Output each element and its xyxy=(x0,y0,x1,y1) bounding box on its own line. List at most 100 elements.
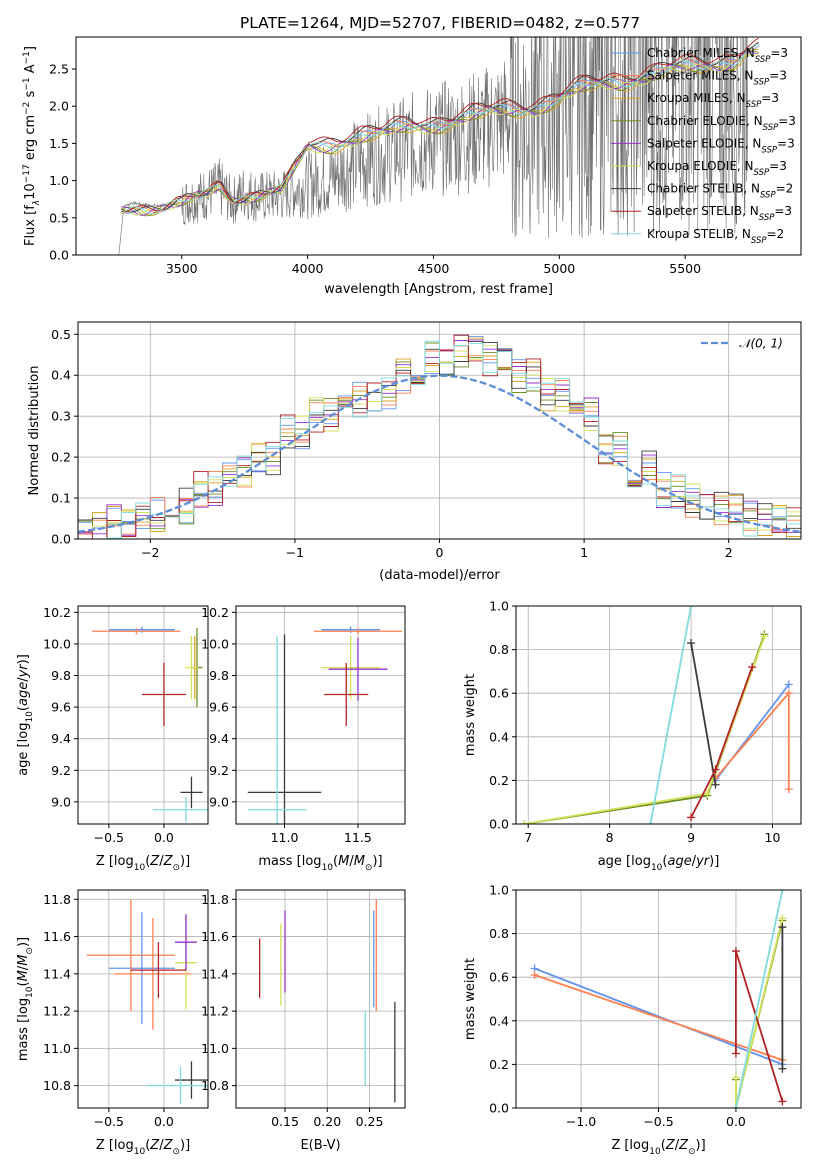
weight-line-8 xyxy=(649,606,692,824)
y-axis-title: mass [log10(M/M⊙)] xyxy=(16,937,35,1061)
weight-line-1 xyxy=(534,974,783,1061)
x-axis-title: mass [log10(M/M⊙)] xyxy=(258,854,382,873)
y-tick-label: 0.8 xyxy=(489,926,509,941)
x-tick-label: 8 xyxy=(606,830,614,845)
weight-marker xyxy=(760,632,769,641)
x-tick-label: 4500 xyxy=(418,261,450,276)
plot-area-mass_vs_ebv xyxy=(259,899,396,1103)
y-tick-label: 0.0 xyxy=(51,532,71,547)
legend-label-3: Chabrier ELODIE, NSSP=3 xyxy=(647,114,796,133)
weight-marker xyxy=(784,689,793,698)
y-tick-label: 10.0 xyxy=(201,636,229,651)
y-tick-label: 2.0 xyxy=(49,99,69,114)
y-tick-label: 0.2 xyxy=(51,450,71,465)
axes-frame xyxy=(77,605,209,825)
weight-marker xyxy=(778,914,787,923)
y-tick-label: 0.6 xyxy=(489,970,509,985)
x-tick-label: −2 xyxy=(141,545,159,560)
x-axis-title: E(B-V) xyxy=(300,1138,340,1153)
axes-frame xyxy=(77,321,802,540)
weight-marker xyxy=(703,789,712,798)
weight-marker xyxy=(687,639,696,648)
y-tick-label: 1.0 xyxy=(489,599,509,614)
plot-area-mass_vs_Z xyxy=(86,899,208,1105)
x-tick-label: 2 xyxy=(725,545,733,560)
model-spectrum-6 xyxy=(121,41,760,213)
y-tick-label: 11.4 xyxy=(201,966,229,981)
x-axis-title: wavelength [Angstrom, rest frame] xyxy=(324,282,553,297)
y-axis-title: mass weight xyxy=(463,674,478,756)
weight-marker xyxy=(687,813,696,822)
y-tick-label: 9.2 xyxy=(209,763,229,778)
axes-frame xyxy=(75,36,802,256)
y-tick-label: 0.4 xyxy=(51,368,71,383)
y-tick-label: 10.2 xyxy=(201,605,229,620)
x-tick-label: −0.5 xyxy=(643,1114,673,1129)
axes-frame xyxy=(77,889,209,1109)
y-tick-label: 11.0 xyxy=(201,1041,229,1056)
legend-label-8: Kroupa STELIB, NSSP=2 xyxy=(647,227,784,246)
x-tick-label: 1 xyxy=(580,545,588,560)
x-tick-label: −1 xyxy=(286,545,304,560)
x-tick-label: 11.5 xyxy=(344,830,372,845)
y-tick-label: 11.2 xyxy=(43,1004,71,1019)
observed-spectrum-line xyxy=(96,37,749,255)
x-axis-title: age [log10(age/yr)] xyxy=(598,854,720,873)
x-tick-label: 4000 xyxy=(292,261,324,276)
weight-line-8 xyxy=(735,890,784,1108)
x-tick-label: 0.0 xyxy=(726,1114,746,1129)
x-tick-label: 0.20 xyxy=(313,1114,341,1129)
x-axis-title: Z [log10(Z/Z⊙)] xyxy=(96,1138,190,1157)
y-tick-label: 0.3 xyxy=(51,409,71,424)
plot-area-residuals xyxy=(78,334,801,539)
y-axis-title: Normed distribution xyxy=(27,366,42,496)
histogram-step-8 xyxy=(78,340,801,539)
y-tick-label: 10.8 xyxy=(201,1078,229,1093)
x-tick-label: 3500 xyxy=(166,261,198,276)
axes-frame xyxy=(235,889,406,1109)
x-tick-label: 7 xyxy=(524,830,532,845)
y-tick-label: 11.8 xyxy=(43,892,71,907)
axes-frame xyxy=(515,889,802,1109)
x-tick-label: −1.0 xyxy=(566,1114,596,1129)
x-axis-title: (data-model)/error xyxy=(379,568,500,583)
y-tick-label: 0.0 xyxy=(489,1101,509,1116)
x-axis-title: Z [log10(Z/Z⊙)] xyxy=(96,854,190,873)
y-tick-label: 9.6 xyxy=(209,700,229,715)
plot-area-weight_vs_Z xyxy=(530,890,787,1108)
y-tick-label: 0.4 xyxy=(489,729,509,744)
legend-label-1: Salpeter MILES, NSSP=3 xyxy=(647,69,787,88)
y-tick-label: 0.6 xyxy=(489,686,509,701)
panel-age_vs_Z: −0.5 0.0 9.0 9.2 9.4 9.6 9.8 10.0 10.2 Z [log10(Z… xyxy=(16,605,209,873)
weight-marker xyxy=(711,780,720,789)
model-spectrum-8 xyxy=(121,44,759,215)
x-tick-label: 0.25 xyxy=(356,1114,384,1129)
y-tick-label: 0.8 xyxy=(489,642,509,657)
y-tick-label: 10.0 xyxy=(43,636,71,651)
panel-spectrum: 3500 4000 4500 5000 5500 0.0 0.5 1.0 1.5 2.0 2.5 wa… xyxy=(22,36,802,297)
weight-marker xyxy=(530,971,539,980)
axes-frame xyxy=(235,605,406,825)
weight-marker xyxy=(731,1049,740,1058)
panel-age_vs_mass: 11.0 11.5 9.0 9.2 9.4 9.6 9.8 10.0 10.2 mass [log… xyxy=(201,605,406,873)
weight-marker xyxy=(731,1104,740,1108)
weight-marker xyxy=(784,680,793,689)
y-tick-label: 0.0 xyxy=(489,817,509,832)
weight-marker xyxy=(784,785,793,794)
y-tick-label: 9.2 xyxy=(51,763,71,778)
y-tick-label: 1.0 xyxy=(489,883,509,898)
weight-line-5 xyxy=(735,918,784,1108)
x-tick-label: 0 xyxy=(436,545,444,560)
model-spectrum-7 xyxy=(121,37,759,213)
y-tick-label: 11.4 xyxy=(43,966,71,981)
plot-area-age_vs_Z xyxy=(92,626,208,823)
weight-marker xyxy=(731,947,740,956)
legend-normal-label: 𝒩(0, 1) xyxy=(739,337,783,351)
x-tick-label: 10 xyxy=(765,830,781,845)
y-tick-label: 0.2 xyxy=(489,1057,509,1072)
panel-residuals: −2 −1 0 1 2 0.0 0.1 0.2 0.3 0.4 0.5 (data-model)/er… xyxy=(27,321,802,583)
legend-label-4: Salpeter ELODIE, NSSP=3 xyxy=(647,136,795,155)
x-tick-label: 0.0 xyxy=(154,1114,174,1129)
normal-curve-line xyxy=(78,374,801,533)
